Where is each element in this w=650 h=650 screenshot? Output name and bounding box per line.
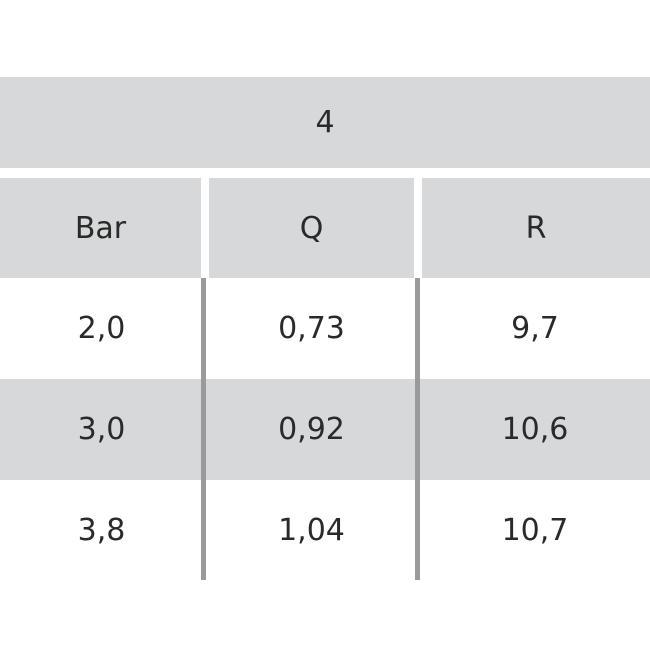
column-divider (201, 278, 206, 580)
header-q: Q (209, 178, 414, 278)
cell-r: 9,7 (511, 311, 559, 346)
table-title: 4 (0, 77, 650, 168)
table-title-text: 4 (315, 105, 335, 140)
cell-r: 10,7 (501, 512, 569, 548)
table-row: 2,0 0,73 9,7 (0, 278, 650, 379)
cell-bar: 3,0 (77, 412, 126, 447)
header-bar: Bar (0, 178, 201, 278)
cell-r: 10,6 (501, 412, 569, 447)
table-row: 3,0 0,92 10,6 (0, 379, 650, 480)
cell-bar: 2,0 (77, 311, 126, 346)
table-row: 3,8 1,04 10,7 (0, 480, 650, 580)
cell-q: 0,73 (278, 311, 345, 346)
header-r: R (422, 178, 650, 278)
header-text: Bar (74, 210, 127, 246)
header-text: R (525, 210, 547, 246)
header-text: Q (299, 210, 324, 246)
cell-q: 1,04 (278, 512, 345, 548)
cell-q: 0,92 (278, 412, 345, 447)
column-divider (415, 278, 420, 580)
cell-bar: 3,8 (77, 512, 126, 548)
